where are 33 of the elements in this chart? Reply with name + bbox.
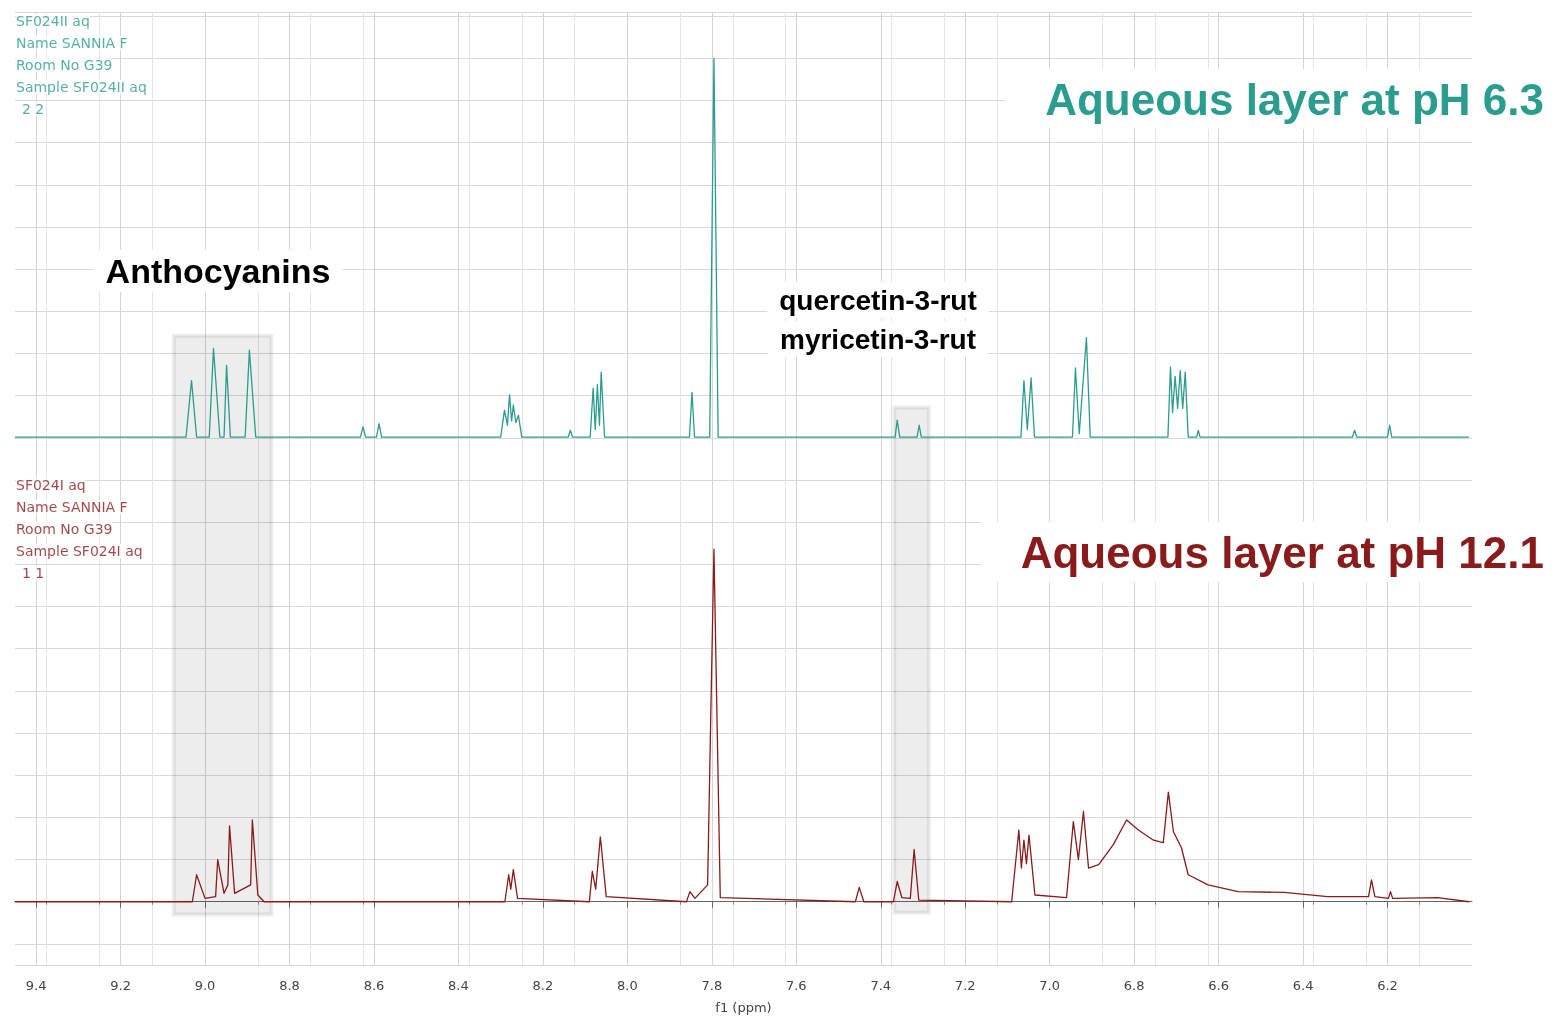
x-tick-label: 7.8 (701, 978, 723, 993)
annotation: myricetin-3-rut (779, 323, 977, 355)
x-tick-label: 9.0 (194, 978, 216, 993)
x-tick-label: 8.6 (363, 978, 385, 993)
x-tick-label: 9.2 (110, 978, 131, 993)
x-tick-label: 7.6 (785, 978, 807, 993)
annotation: 1 1 (22, 565, 45, 581)
text: SF024II aq (16, 13, 90, 29)
x-tick-label: 7.4 (870, 978, 892, 993)
x-tick-label: 7.2 (954, 978, 976, 993)
x-tick-label: 6.8 (1123, 978, 1145, 993)
text: Aqueous layer at pH 6.3 (1045, 74, 1544, 124)
annotation: Sample SF024II aq (16, 79, 147, 95)
text: Aqueous layer at pH 12.1 (1020, 527, 1544, 577)
text: Name SANNIA F (16, 35, 128, 51)
annotation: 2 2 (22, 101, 45, 117)
x-tick-label: 9.4 (25, 978, 47, 993)
annotation: Sample SF024I aq (16, 543, 143, 559)
annotation: Name SANNIA F (16, 499, 128, 515)
x-tick-label: 6.2 (1377, 978, 1398, 993)
x-tick-label: 8.2 (532, 978, 554, 993)
x-tick-label: 8.0 (617, 978, 638, 993)
annotation: Room No G39 (16, 521, 113, 537)
annotation: SF024I aq (16, 477, 86, 493)
annotation: Room No G39 (16, 57, 113, 73)
annotation: Anthocyanins (105, 252, 331, 290)
x-tick-label: 8.8 (279, 978, 300, 993)
x-axis-title: f1 (ppm) (715, 1000, 772, 1015)
x-tick-label: 6.6 (1208, 978, 1229, 993)
x-tick-label: 7.0 (1039, 978, 1061, 993)
annotation: quercetin-3-rut (779, 284, 977, 316)
x-tick-label: 8.4 (448, 978, 469, 993)
x-tick-label: 6.4 (1292, 978, 1314, 993)
